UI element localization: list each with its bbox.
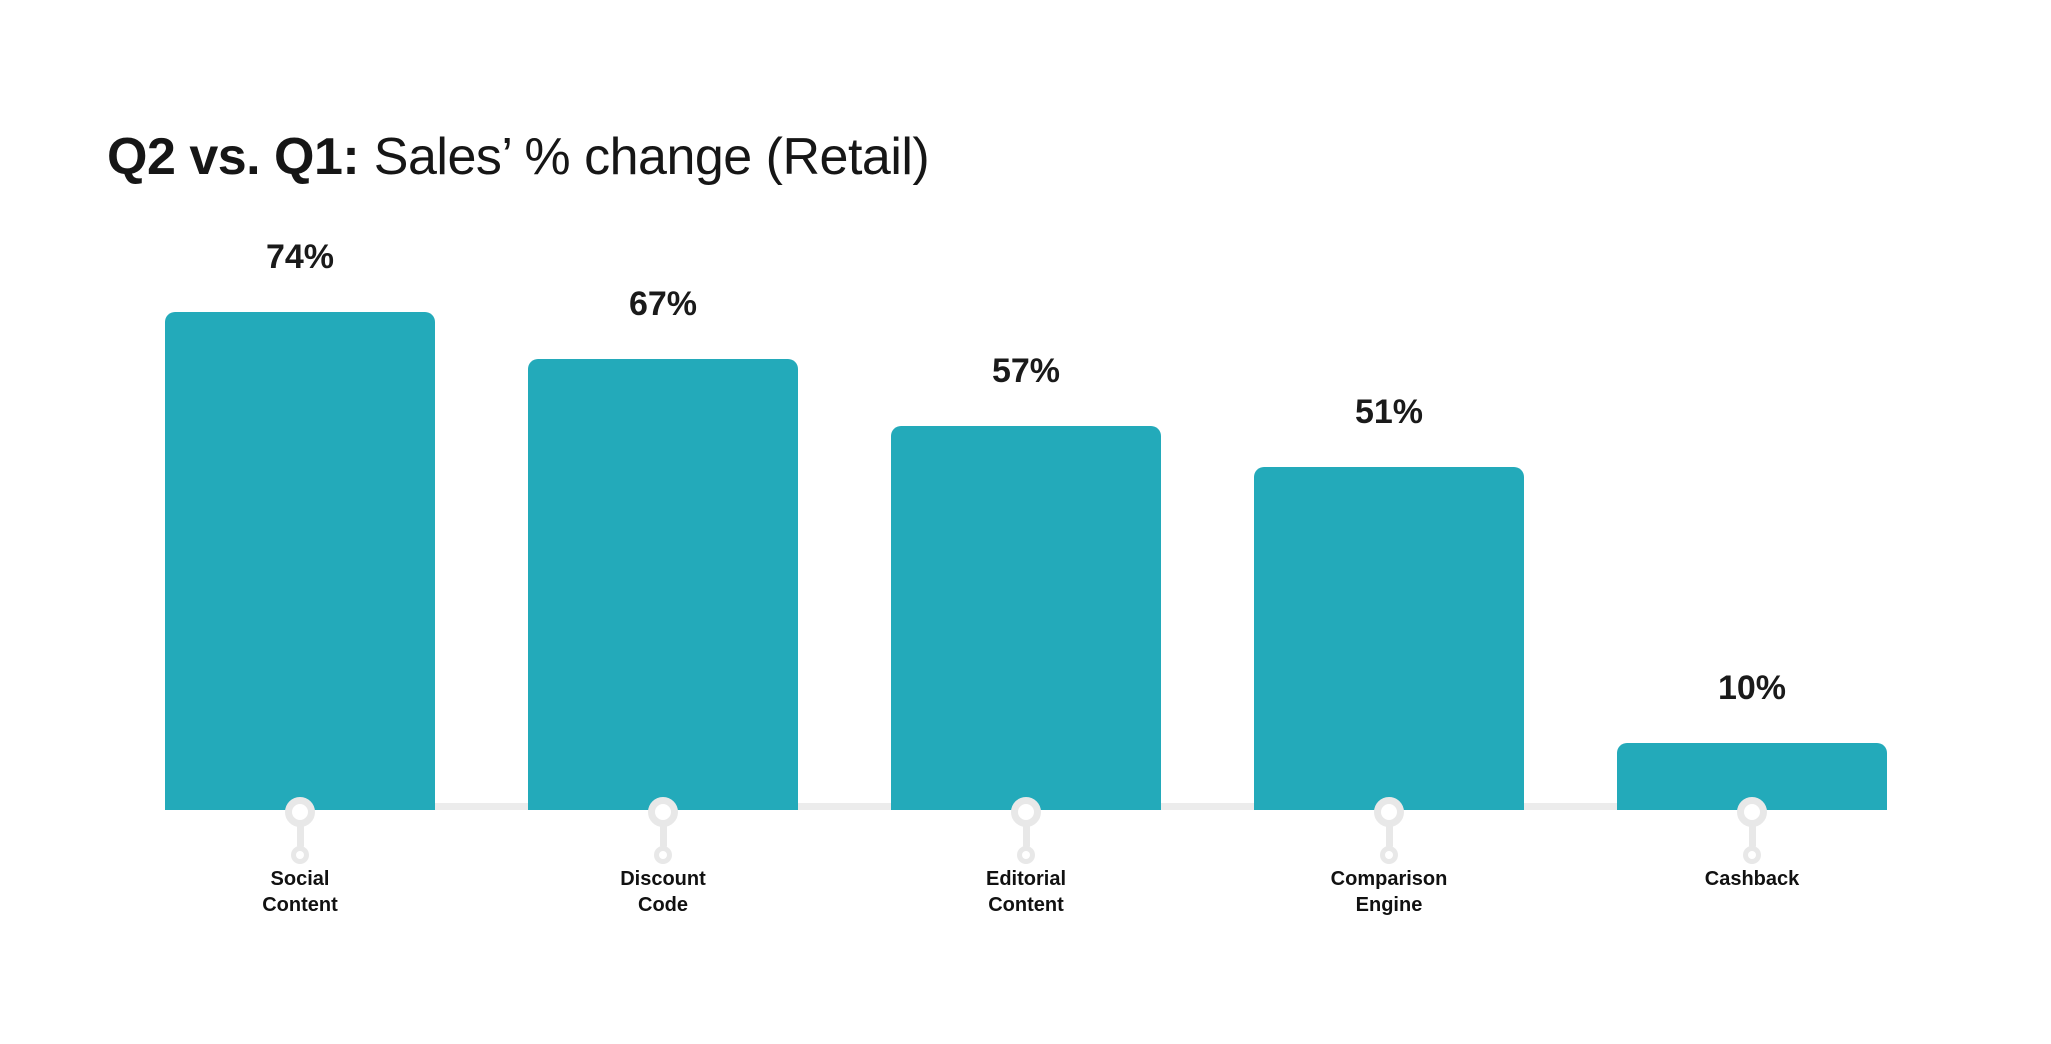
marker-small-circle-icon	[291, 846, 309, 864]
chart-title: Q2 vs. Q1: Sales’ % change (Retail)	[107, 127, 930, 187]
marker-small-circle-icon	[1743, 846, 1761, 864]
category-label: Comparison Engine	[1330, 868, 1448, 916]
bar-4	[1254, 467, 1524, 810]
category-label: Social Content	[262, 868, 338, 916]
marker-stem-icon	[1748, 823, 1756, 849]
bar-1	[165, 312, 435, 810]
marker-stem-icon	[1022, 823, 1030, 849]
bar-3	[891, 426, 1161, 810]
category-label: Cashback	[1704, 868, 1800, 890]
marker-stem-icon	[296, 823, 304, 849]
bar-2	[528, 359, 798, 810]
marker-small-circle-icon	[654, 846, 672, 864]
bar-value-label: 74%	[265, 238, 335, 276]
marker-stem-icon	[1385, 823, 1393, 849]
category-label: Discount Code	[620, 868, 706, 916]
bar-value-label: 57%	[991, 352, 1061, 390]
marker-large-circle-icon	[1737, 797, 1767, 827]
category-label: Editorial Content	[985, 868, 1066, 916]
marker-stem-icon	[659, 823, 667, 849]
marker-small-circle-icon	[1017, 846, 1035, 864]
chart-title-subtitle: Sales’ % change (Retail)	[373, 127, 930, 186]
chart-title-prefix: Q2 vs. Q1:	[107, 127, 360, 186]
marker-small-circle-icon	[1380, 846, 1398, 864]
bar-value-label: 67%	[628, 285, 698, 323]
bar-value-label: 51%	[1354, 393, 1424, 431]
bar-value-label: 10%	[1717, 669, 1787, 707]
